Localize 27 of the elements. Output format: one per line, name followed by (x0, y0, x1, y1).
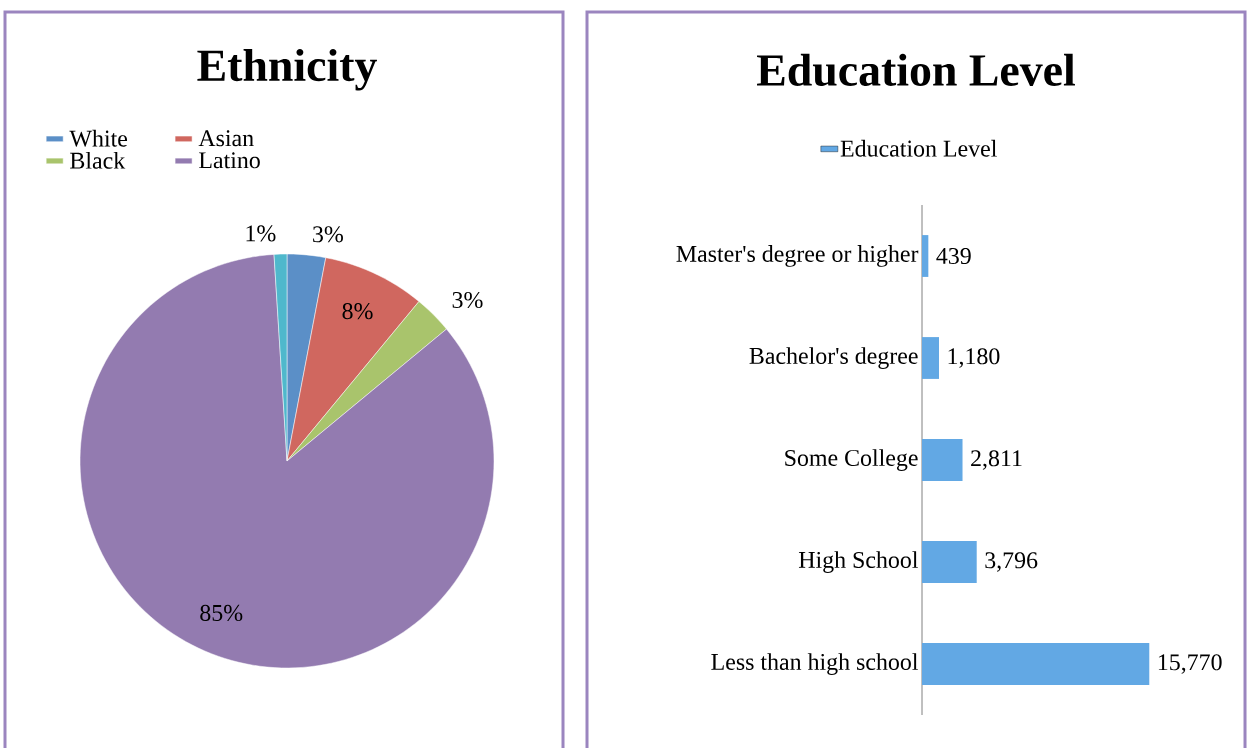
data-label: 15,770 (1158, 654, 1222, 674)
bar (922, 235, 929, 277)
legend-label: Education Level (840, 139, 997, 157)
y-tick-label: Master's degree or higher (676, 245, 919, 267)
y-tick-label: High School (798, 551, 918, 573)
y-tick-label: Some College (785, 449, 918, 471)
bar (922, 541, 977, 583)
chart-title: Ethnicity (197, 48, 377, 91)
data-label: 439 (936, 247, 971, 265)
legend-label: Black (70, 151, 126, 169)
data-label: 85% (200, 604, 243, 622)
data-label: 8% (342, 303, 373, 320)
bar (922, 439, 963, 481)
data-label: 1,180 (948, 348, 1000, 368)
data-label: 3% (452, 291, 483, 309)
y-tick-label: Bachelor's degree (749, 347, 918, 369)
bar (922, 643, 1150, 685)
data-label: 1% (246, 225, 276, 242)
chart-title: Education Level (757, 53, 1075, 87)
data-label: 2,811 (971, 450, 1022, 470)
data-label: 3,796 (985, 552, 1038, 572)
legend-label: White (69, 129, 128, 147)
legend-label: Asian (198, 130, 254, 147)
legend-label: Latino (199, 152, 260, 169)
data-label: 3% (313, 226, 343, 243)
bar (922, 337, 940, 379)
y-tick-label: Less than high school (711, 653, 918, 675)
